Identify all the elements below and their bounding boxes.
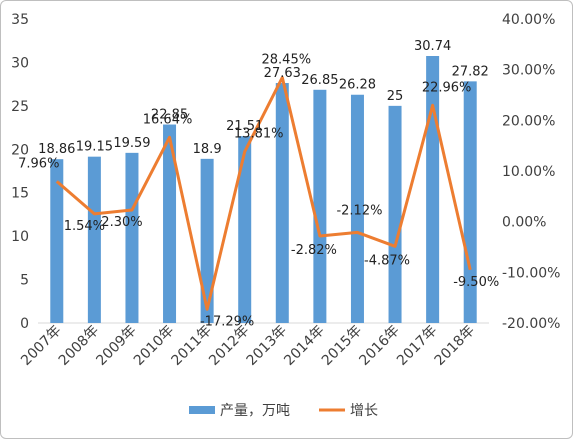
line-data-label: -2.12% [336, 203, 382, 218]
bar [388, 105, 402, 323]
bar-data-label: 25 [387, 89, 404, 104]
legend-line-label: 增长 [350, 403, 378, 419]
y-left-tick-label: 35 [11, 12, 29, 28]
bar-data-label: 19.59 [113, 136, 150, 151]
bar-data-label: 22.85 [151, 108, 188, 123]
bar [426, 56, 440, 323]
bar [163, 124, 177, 323]
y-left-tick-label: 15 [11, 186, 29, 202]
line-data-label: 22.96% [422, 80, 472, 95]
growth-line [55, 76, 472, 311]
line-data-label: -2.82% [291, 243, 337, 258]
x-tick-label: 2011年 [169, 323, 215, 369]
y-left-tick-label: 10 [11, 229, 29, 245]
x-tick-label: 2012年 [206, 323, 252, 369]
bar-data-label: 26.28 [339, 78, 376, 93]
y-right-tick-label: 0.00% [502, 215, 546, 231]
plot-area: 0 5 10 15 20 25 30 35 -20.00% -10.00% 0.00% 10.00% 2… [11, 12, 560, 369]
x-tick-label: 2017年 [394, 323, 440, 369]
bar [200, 158, 214, 323]
bar-data-label: 21.51 [226, 119, 263, 134]
line-data-label: -4.87% [364, 253, 410, 268]
bar-data-label: 18.9 [193, 142, 222, 157]
x-tick-label: 2008年 [56, 323, 102, 369]
bar-data-label: 30.74 [414, 39, 451, 54]
bar [50, 159, 64, 323]
y-right-tick-label: 30.00% [502, 63, 555, 79]
x-tick-label: 2009年 [93, 323, 139, 369]
bar [463, 81, 477, 323]
y-right-tick-label: 40.00% [502, 12, 555, 28]
y-right-tick-label: -20.00% [502, 316, 560, 332]
bar [313, 89, 327, 323]
y-right-tick-label: -10.00% [502, 265, 560, 281]
legend: 产量，万吨 增长 [189, 403, 378, 419]
x-tick-label: 2016年 [356, 323, 402, 369]
y-right-tick-label: 10.00% [502, 164, 555, 180]
line-data-label: 28.45% [262, 53, 312, 68]
bar-data-label: 26.85 [301, 73, 338, 88]
legend-bar-swatch [189, 406, 215, 414]
bar [87, 156, 101, 323]
bar-data-label: 27.82 [452, 64, 489, 79]
line-data-label: 16.64% [143, 112, 193, 127]
bar-data-label: 27.63 [264, 66, 301, 81]
legend-bar-label: 产量，万吨 [220, 403, 290, 419]
line-data-label: 1.54% [64, 219, 105, 234]
y-left-tick-label: 0 [20, 316, 29, 332]
y-left-tick-label: 30 [11, 55, 29, 71]
x-tick-label: 2014年 [281, 323, 327, 369]
line-data-label: -17.29% [200, 314, 254, 329]
bar [238, 136, 252, 323]
line-data-label: 13.81% [234, 127, 284, 142]
bar [125, 152, 139, 323]
line-data-label: -9.50% [453, 275, 499, 290]
line-data-label: 2.30% [101, 215, 142, 230]
x-tick-label: 2013年 [244, 323, 290, 369]
x-tick-label: 2018年 [432, 323, 478, 369]
line-data-label: 7.96% [18, 156, 59, 171]
x-tick-label: 2015年 [319, 323, 365, 369]
bar-data-label: 18.86 [38, 142, 75, 157]
y-left-tick-label: 25 [11, 99, 29, 115]
x-tick-label: 2010年 [131, 323, 177, 369]
y-left-tick-label: 20 [11, 142, 29, 158]
y-left-tick-label: 5 [20, 273, 29, 289]
bar [275, 83, 289, 323]
y-right-tick-label: 20.00% [502, 113, 555, 129]
bar-data-label: 19.15 [76, 140, 113, 155]
bar [350, 94, 364, 323]
